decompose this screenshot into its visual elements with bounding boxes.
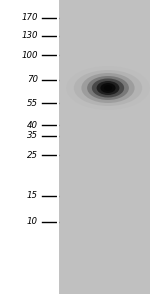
Ellipse shape [81,73,135,103]
Text: 130: 130 [21,31,38,41]
Text: 70: 70 [27,76,38,84]
Ellipse shape [87,76,129,100]
Text: 40: 40 [27,121,38,129]
Ellipse shape [97,81,119,95]
Text: 55: 55 [27,98,38,108]
Text: 10: 10 [27,218,38,226]
Bar [0,0,58,294]
Ellipse shape [104,85,112,91]
Text: 15: 15 [27,191,38,201]
Text: 35: 35 [27,131,38,141]
Ellipse shape [66,66,150,110]
Text: 100: 100 [21,51,38,59]
Text: 170: 170 [21,14,38,23]
Ellipse shape [92,78,124,98]
Text: 25: 25 [27,151,38,160]
Ellipse shape [74,70,142,106]
Ellipse shape [100,83,116,93]
